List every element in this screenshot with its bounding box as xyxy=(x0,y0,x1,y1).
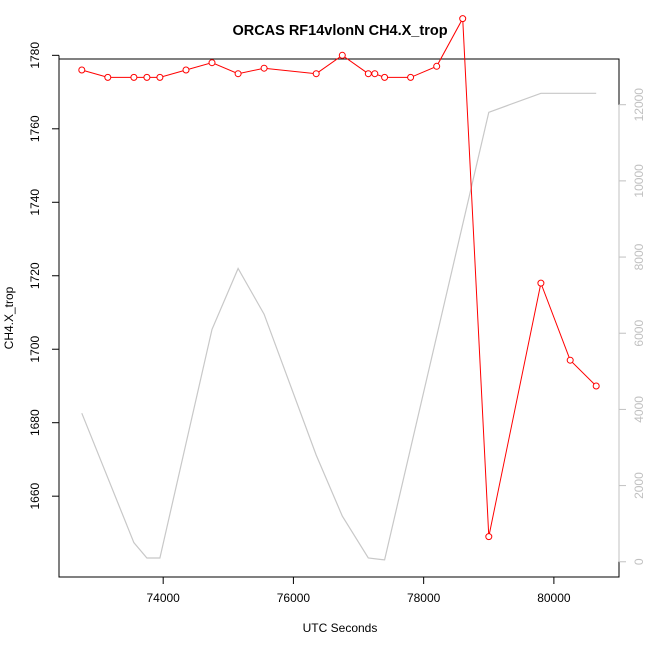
ch4-point xyxy=(371,70,379,78)
plot-frame xyxy=(58,58,620,578)
chart-title: ORCAS RF14vlonN CH4.X_trop xyxy=(232,23,447,39)
ch4-point xyxy=(381,73,389,81)
ch4-point xyxy=(433,62,441,70)
ch4-point xyxy=(566,356,574,364)
ch4-point xyxy=(208,59,216,67)
ch4-point xyxy=(143,73,151,81)
y-axis-right: 0 2000 4000 6000 8000 10000 12000 xyxy=(618,88,646,565)
ch4-point xyxy=(459,15,467,23)
y-axis-left: 1660 1680 1700 1720 1740 1760 1780 xyxy=(28,42,60,510)
ch4-point xyxy=(156,73,164,81)
x-tick-label: 78000 xyxy=(407,591,441,605)
x-tick-label: 74000 xyxy=(146,591,180,605)
ch4-point xyxy=(182,66,190,74)
ch4-point xyxy=(234,70,242,78)
y-tick-label: 1660 xyxy=(28,483,42,510)
y-tick-label: 1780 xyxy=(28,42,42,69)
y2-tick-label: 4000 xyxy=(632,396,646,423)
ch4-point xyxy=(312,70,320,78)
ch4-point xyxy=(537,279,545,287)
ch4-point xyxy=(338,51,346,59)
ch4-point xyxy=(130,73,138,81)
x-axis: 74000 76000 78000 80000 xyxy=(146,576,571,605)
y-tick-label: 1740 xyxy=(28,189,42,216)
x-tick-label: 76000 xyxy=(277,591,311,605)
y2-tick-label: 0 xyxy=(632,558,646,565)
ch4-point xyxy=(104,73,112,81)
ch4-point xyxy=(485,533,493,541)
ch4-point xyxy=(260,64,268,72)
altitude-line xyxy=(81,92,597,561)
y-axis-label: CH4.X_trop xyxy=(2,286,16,349)
y2-tick-label: 2000 xyxy=(632,472,646,499)
ch4-point xyxy=(592,382,600,390)
y2-tick-label: 10000 xyxy=(632,164,646,198)
y2-tick-label: 8000 xyxy=(632,243,646,270)
y2-tick-label: 12000 xyxy=(632,88,646,122)
y2-tick-label: 6000 xyxy=(632,320,646,347)
y-tick-label: 1680 xyxy=(28,409,42,436)
ch4-point xyxy=(364,70,372,78)
y-tick-label: 1760 xyxy=(28,115,42,142)
series-ch4-line xyxy=(78,15,600,541)
ch4-point xyxy=(407,73,415,81)
y-tick-label: 1700 xyxy=(28,336,42,363)
ch4-point xyxy=(78,66,86,74)
ch4-line xyxy=(81,16,597,537)
y-tick-label: 1720 xyxy=(28,262,42,289)
series-altitude-line xyxy=(81,92,597,561)
x-axis-label: UTC Seconds xyxy=(303,621,378,635)
x-tick-label: 80000 xyxy=(537,591,571,605)
